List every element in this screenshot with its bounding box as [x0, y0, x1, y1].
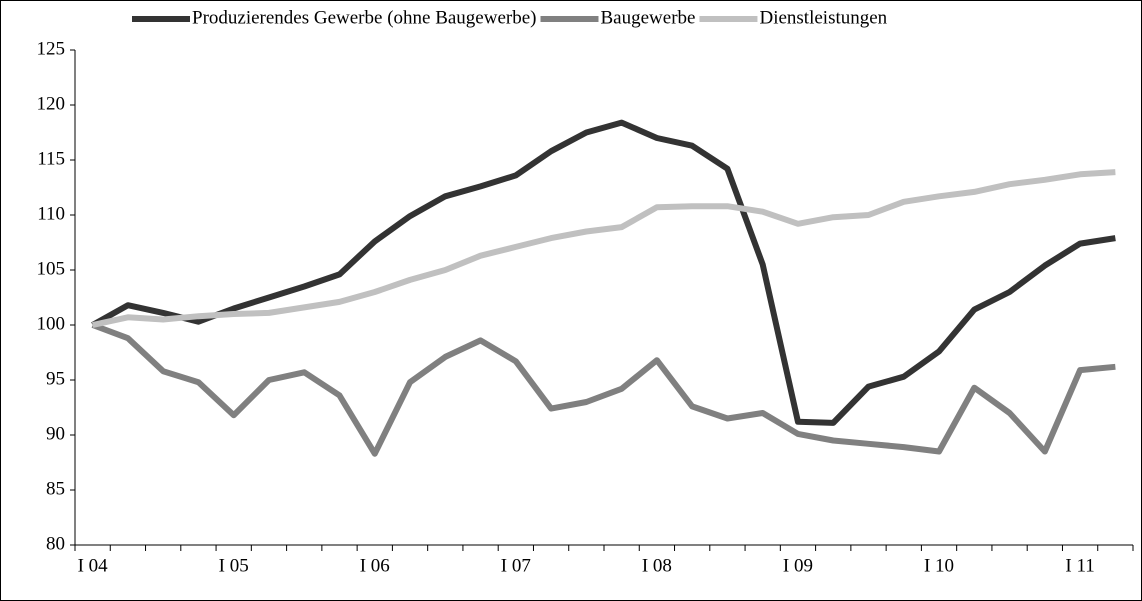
legend-label: Produzierendes Gewerbe (ohne Baugewerbe): [192, 7, 537, 28]
y-tick-label: 100: [37, 313, 66, 334]
x-tick-label: I 04: [78, 555, 109, 576]
y-tick-label: 120: [37, 93, 66, 114]
series-line: [91, 119, 1116, 426]
x-tick-label: I 07: [501, 555, 531, 576]
legend-label: Baugewerbe: [601, 7, 696, 28]
y-tick-label: 80: [46, 533, 65, 554]
series-line: [91, 322, 1116, 457]
x-tick-label: I 10: [924, 555, 954, 576]
y-tick-label: 115: [37, 148, 65, 169]
y-tick-label: 110: [37, 203, 65, 224]
x-tick-label: I 08: [642, 555, 672, 576]
x-tick-label: I 09: [783, 555, 813, 576]
x-tick-label: I 05: [219, 555, 249, 576]
y-tick-label: 95: [46, 368, 65, 389]
legend-label: Dienstleistungen: [759, 7, 887, 28]
x-tick-label: I 11: [1065, 555, 1094, 576]
series-line: [91, 169, 1116, 328]
y-tick-label: 105: [37, 258, 66, 279]
x-tick-label: I 06: [360, 555, 390, 576]
y-tick-label: 125: [37, 38, 66, 59]
y-tick-label: 85: [46, 478, 65, 499]
y-tick-label: 90: [46, 423, 65, 444]
